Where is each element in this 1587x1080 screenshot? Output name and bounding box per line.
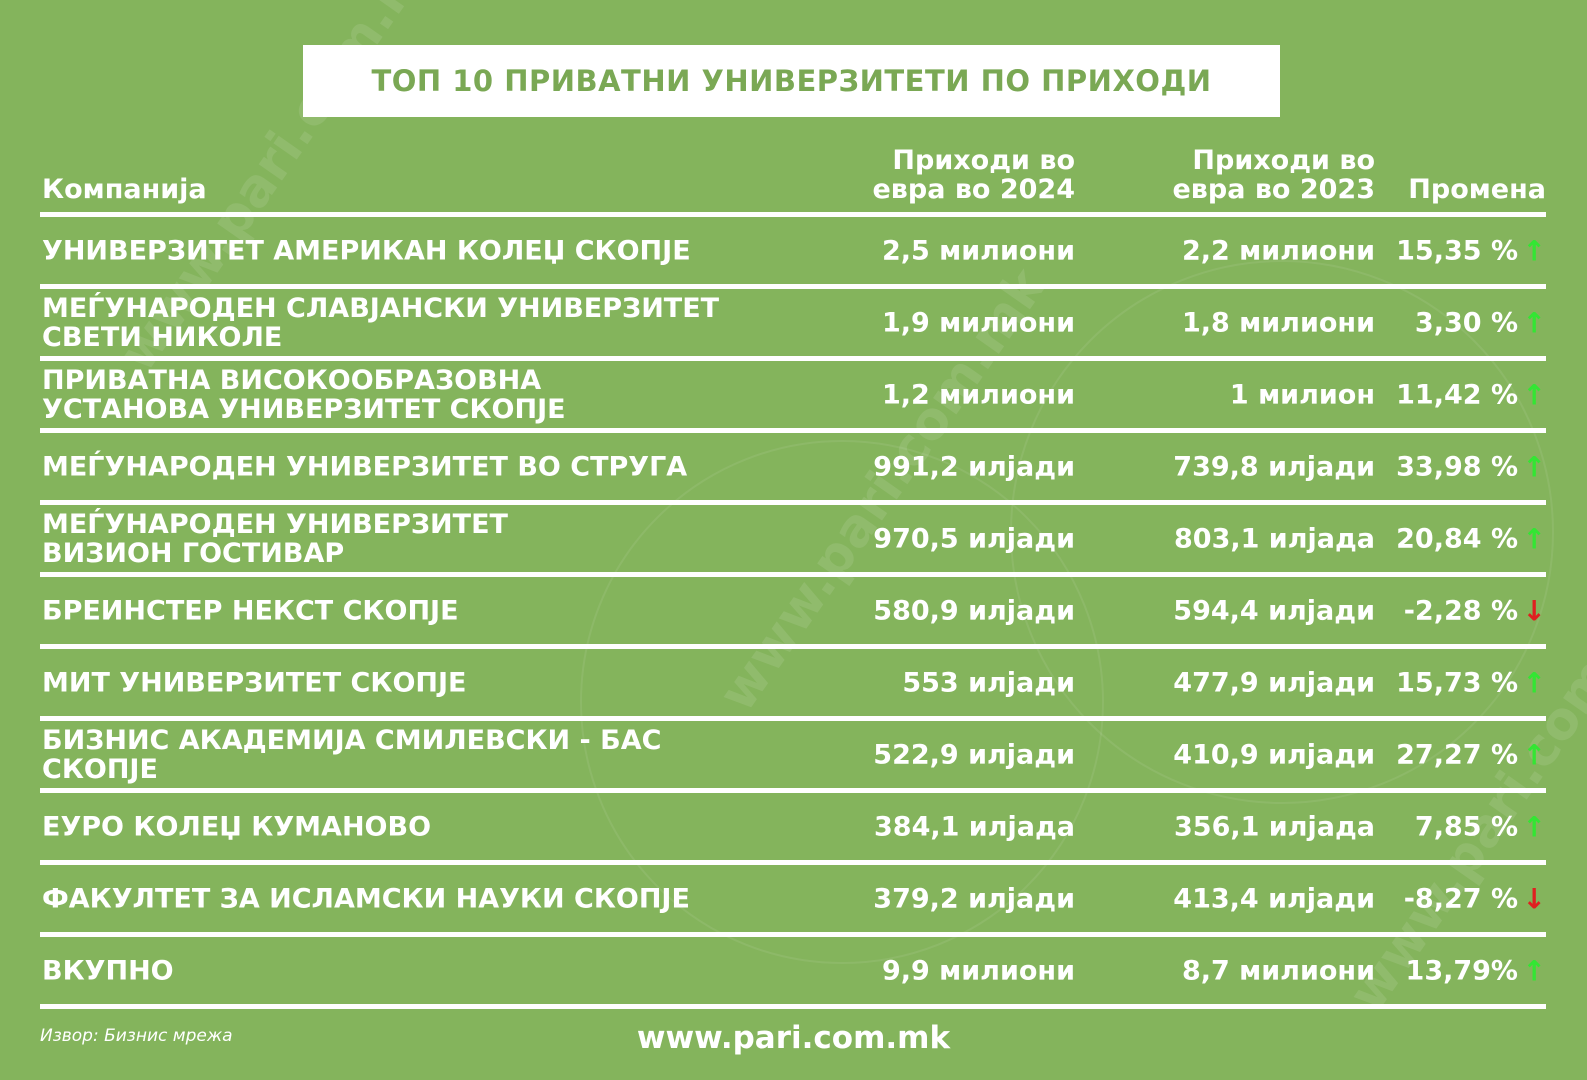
arrow-down-icon: ↓ (1522, 882, 1546, 915)
table-header: Компанија Приходи во евра во 2024 Приход… (40, 140, 1546, 212)
divider (40, 500, 1546, 505)
revenue-2024: 1,2 милиони (881, 379, 1075, 410)
change-value: 15,35 % (1396, 235, 1518, 266)
change-value: 15,73 % (1396, 667, 1518, 698)
change-value: -2,28 % (1403, 595, 1518, 626)
page-title: ТОП 10 ПРИВАТНИ УНИВЕРЗИТЕТИ ПО ПРИХОДИ (371, 64, 1212, 98)
revenue-2023: 8,7 милиони (1181, 955, 1375, 986)
revenue-2023: 410,9 илјади (1173, 739, 1375, 770)
revenue-2024: 522,9 илјади (873, 739, 1075, 770)
revenue-2024: 580,9 илјади (873, 595, 1075, 626)
revenue-2024: 9,9 милиони (881, 955, 1075, 986)
title-box: ТОП 10 ПРИВАТНИ УНИВЕРЗИТЕТИ ПО ПРИХОДИ (303, 45, 1280, 117)
revenue-2023: 594,4 илјади (1173, 595, 1375, 626)
company-name: ЕУРО КОЛЕЏ КУМАНОВО (42, 811, 432, 842)
revenue-2023: 1,8 милиони (1181, 307, 1375, 338)
arrow-up-icon: ↑ (1522, 666, 1546, 699)
company-name: МИТ УНИВЕРЗИТЕТ СКОПЈЕ (42, 667, 467, 698)
change-value: -8,27 % (1403, 883, 1518, 914)
website-url: www.pari.com.mk (636, 1020, 951, 1056)
company-name: МЕЃУНАРОДЕН УНИВЕРЗИТЕТ ВО СТРУГА (42, 451, 688, 482)
table-row: БРЕИНСТЕР НЕКСТ СКОПЈЕ 580,9 илјади 594,4 … (40, 577, 1546, 644)
table-row: БИЗНИС АКАДЕМИЈА СМИЛЕВСКИ - БАС СКОПЈЕ 5… (40, 721, 1546, 788)
divider (40, 932, 1546, 937)
arrow-up-icon: ↑ (1522, 306, 1546, 339)
company-name: ФАКУЛТЕТ ЗА ИСЛАМСКИ НАУКИ СКОПЈЕ (42, 883, 690, 914)
change-value: 27,27 % (1396, 739, 1518, 770)
revenue-2024: 970,5 илјади (873, 523, 1075, 554)
table-row: МЕЃУНАРОДЕН СЛАВЈАНСКИ УНИВЕРЗИТЕТ СВЕТИ… (40, 289, 1546, 356)
revenue-2023: 739,8 илјади (1173, 451, 1375, 482)
total-row: ВКУПНО 9,9 милиони 8,7 милиони 13,79% ↑ (40, 937, 1546, 1004)
divider (40, 572, 1546, 577)
table-row: ЕУРО КОЛЕЏ КУМАНОВО 384,1 илјада 356,1 илј… (40, 793, 1546, 860)
table-row: ФАКУЛТЕТ ЗА ИСЛАМСКИ НАУКИ СКОПЈЕ 379,2 и… (40, 865, 1546, 932)
change-value: 7,85 % (1414, 811, 1518, 842)
source-note: Извор: Бизнис мрежа (40, 1026, 233, 1046)
divider (40, 284, 1546, 289)
header-company: Компанија (42, 174, 207, 205)
arrow-up-icon: ↑ (1522, 234, 1546, 267)
revenue-2023: 803,1 илјада (1174, 523, 1375, 554)
change-value: 11,42 % (1396, 379, 1518, 410)
arrow-up-icon: ↑ (1522, 810, 1546, 843)
revenue-2023: 2,2 милиони (1181, 235, 1375, 266)
arrow-up-icon: ↑ (1522, 522, 1546, 555)
divider (40, 788, 1546, 793)
divider (40, 1004, 1546, 1009)
revenue-table: Компанија Приходи во евра во 2024 Приход… (40, 140, 1546, 1009)
header-revenue-2024: Приходи во евра во 2024 (872, 145, 1075, 205)
change-value: 13,79% (1405, 955, 1518, 986)
company-name: МЕЃУНАРОДЕН СЛАВЈАНСКИ УНИВЕРЗИТЕТ СВЕТИ… (42, 292, 720, 353)
revenue-2024: 1,9 милиони (881, 307, 1075, 338)
company-name: ПРИВАТНА ВИСОКООБРАЗОВНА УСТАНОВА УНИВЕР… (42, 364, 566, 425)
arrow-up-icon: ↑ (1522, 954, 1546, 987)
table-row: УНИВЕРЗИТЕТ АМЕРИКАН КОЛЕЏ СКОПЈЕ 2,5 мил… (40, 217, 1546, 284)
divider (40, 356, 1546, 361)
table-row: МЕЃУНАРОДЕН УНИВЕРЗИТЕТ ВО СТРУГА 991,2 и… (40, 433, 1546, 500)
company-name: МЕЃУНАРОДЕН УНИВЕРЗИТЕТ ВИЗИОН ГОСТИВАР (42, 508, 508, 569)
revenue-2024: 2,5 милиони (881, 235, 1075, 266)
revenue-2024: 384,1 илјада (874, 811, 1075, 842)
revenue-2024: 379,2 илјади (873, 883, 1075, 914)
divider (40, 860, 1546, 865)
arrow-up-icon: ↑ (1522, 450, 1546, 483)
arrow-up-icon: ↑ (1522, 738, 1546, 771)
revenue-2024: 991,2 илјади (873, 451, 1075, 482)
company-name: БИЗНИС АКАДЕМИЈА СМИЛЕВСКИ - БАС СКОПЈЕ (42, 724, 662, 785)
company-name: ВКУПНО (42, 955, 174, 986)
revenue-2023: 1 милион (1229, 379, 1375, 410)
revenue-2023: 413,4 илјади (1173, 883, 1375, 914)
table-row: МИТ УНИВЕРЗИТЕТ СКОПЈЕ 553 илјади 477,9 ил… (40, 649, 1546, 716)
divider (40, 428, 1546, 433)
divider (40, 644, 1546, 649)
company-name: УНИВЕРЗИТЕТ АМЕРИКАН КОЛЕЏ СКОПЈЕ (42, 235, 691, 266)
header-revenue-2023: Приходи во евра во 2023 (1172, 145, 1375, 205)
header-change: Промена (1408, 174, 1546, 205)
change-value: 33,98 % (1396, 451, 1518, 482)
divider (40, 716, 1546, 721)
arrow-up-icon: ↑ (1522, 378, 1546, 411)
divider (40, 212, 1546, 217)
arrow-down-icon: ↓ (1522, 594, 1546, 627)
revenue-2023: 477,9 илјади (1173, 667, 1375, 698)
revenue-2024: 553 илјади (902, 667, 1075, 698)
table-row: ПРИВАТНА ВИСОКООБРАЗОВНА УСТАНОВА УНИВЕР… (40, 361, 1546, 428)
revenue-2023: 356,1 илјада (1174, 811, 1375, 842)
change-value: 20,84 % (1396, 523, 1518, 554)
table-row: МЕЃУНАРОДЕН УНИВЕРЗИТЕТ ВИЗИОН ГОСТИВАР 9… (40, 505, 1546, 572)
company-name: БРЕИНСТЕР НЕКСТ СКОПЈЕ (42, 595, 459, 626)
change-value: 3,30 % (1414, 307, 1518, 338)
